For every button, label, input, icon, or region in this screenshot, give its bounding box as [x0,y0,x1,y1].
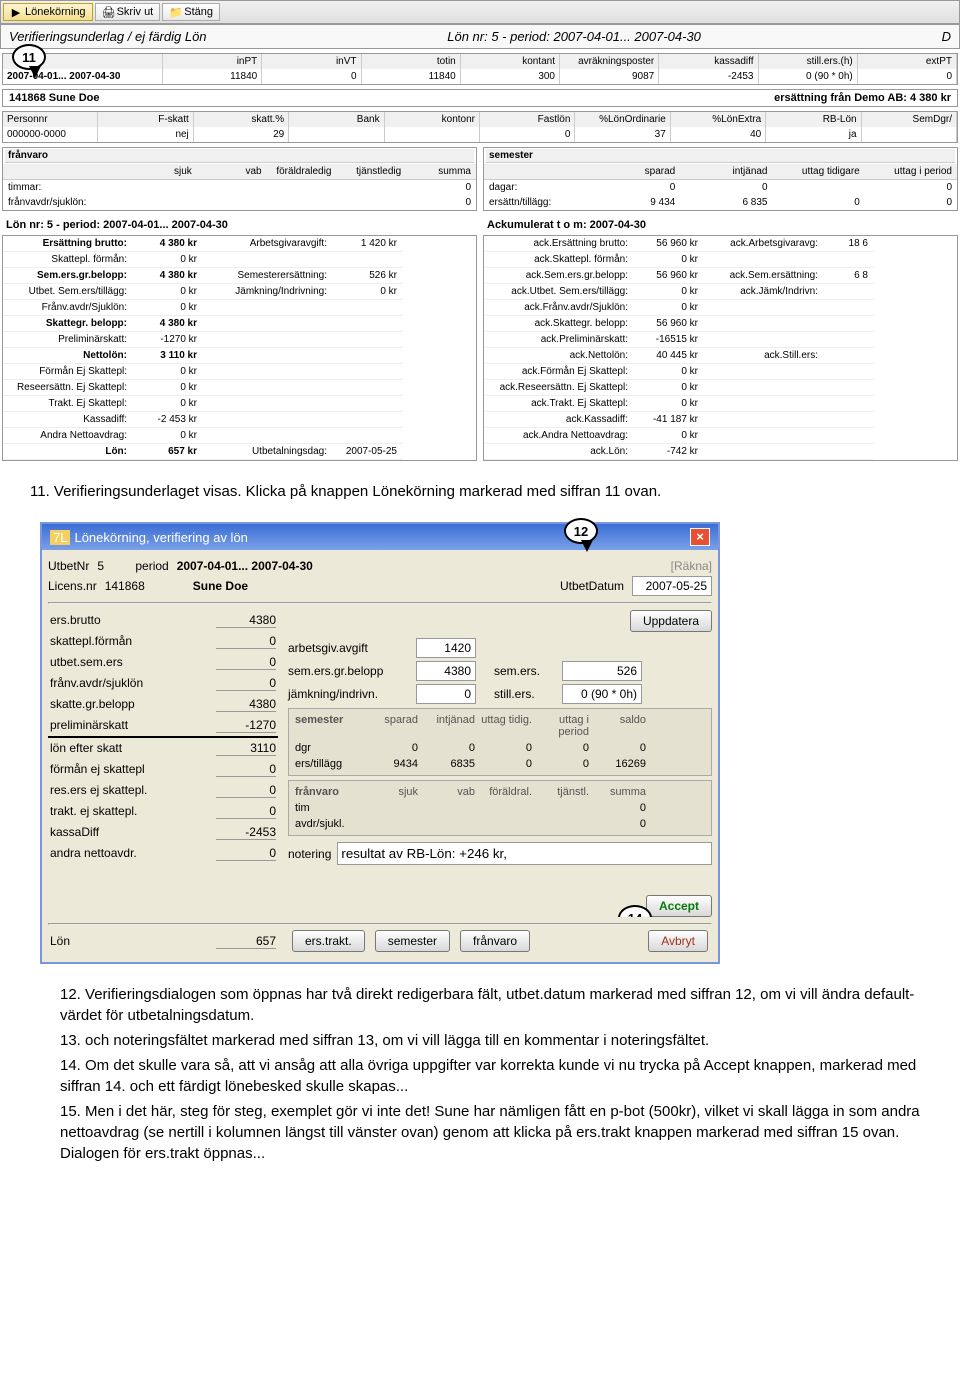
lon-row: Utbet. Sem.ers/tillägg:0 krJämkning/Indr… [3,284,476,300]
ack-row: ack.Sem.ers.gr.belopp:56 960 krack.Sem.e… [484,268,957,284]
avbryt-button[interactable]: Avbryt [648,930,708,952]
ack-row: ack.Preliminärskatt:-16515 kr [484,332,957,348]
ack-table: ack.Ersättning brutto:56 960 krack.Arbet… [483,235,958,461]
header-right: D [942,29,951,44]
ack-row: ack.Andra Nettoavdrag:0 kr [484,428,957,444]
ack-row: ack.Kassadiff:-41 187 kr [484,412,957,428]
dialog-right-column: Uppdatera arbetsgiv.avgift1420 sem.ers.gr… [288,610,712,917]
franvaro-button[interactable]: frånvaro [460,930,530,952]
ack-row: ack.Förmån Ej Skattepl:0 kr [484,364,957,380]
utbetdatum-input[interactable]: 2007-05-25 [632,576,712,596]
dialog-left-row: trakt. ej skattepl.0 [48,801,278,822]
instruction-11: 11. Verifieringsunderlaget visas. Klicka… [30,481,930,502]
lon-title: Lön nr: 5 - period: 2007-04-01... 2007-0… [2,215,477,235]
run-icon: ▶ [10,6,22,18]
semester-box: semester sparadintjänaduttag tidig.uttag… [288,708,712,776]
licens-label: Licens.nr [48,579,97,593]
period-value: 2007-04-01... 2007-04-30 [177,559,313,573]
dialog-left-row: ers.brutto4380 [48,610,278,631]
utbetnr-label: UtbetNr [48,559,89,573]
dialog-left-row: förmån ej skattepl0 [48,759,278,780]
employee-header: 141868 Sune Doe ersättning från Demo AB:… [2,89,958,107]
skrivut-button[interactable]: 🖨Skriv ut [95,3,161,21]
dialog-right-row: jämkning/indrivn.0still.ers.0 (90 * 0h) [288,684,712,704]
period-label: period [135,559,168,573]
lonekorning-button[interactable]: ▶Lönekörning [3,3,93,21]
dialog-left-row: res.ers ej skattepl.0 [48,780,278,801]
ack-row: ack.Skattepl. förmån:0 kr [484,252,957,268]
dialog-titlebar: 7LLönekörning, verifiering av lön × [42,524,718,550]
uppdatera-button[interactable]: Uppdatera [630,610,712,632]
verification-dialog: 7LLönekörning, verifiering av lön × 12 U… [40,522,720,964]
employee-grid: PersonnrF-skattskatt.%BankkontonrFastlön… [2,111,958,143]
lon-info: Lön nr: 5 - period: 2007-04-01... 2007-0… [447,29,701,44]
ack-row: ack.Frånv.avdr/Sjuklön:0 kr [484,300,957,316]
employee-name: Sune Doe [193,579,248,593]
callout-12: 12 [564,518,598,544]
ack-row: ack.Skattegr. belopp:56 960 kr [484,316,957,332]
stang-button[interactable]: 📁Stäng [162,3,220,21]
instruction-item: 14. Om det skulle vara så, att vi ansåg … [60,1055,930,1097]
page-title: Verifieringsunderlag / ej färdig Lön [9,29,207,44]
lon-value: 657 [216,934,276,949]
dialog-left-row: skatte.gr.belopp4380 [48,694,278,715]
ack-row: ack.Utbet. Sem.ers/tillägg:0 krack.Jämk/… [484,284,957,300]
rakna-label: [Räkna] [671,559,712,573]
ack-row: ack.Nettolön:40 445 krack.Still.ers: [484,348,957,364]
instruction-item: 15. Men i det här, steg för steg, exempl… [60,1101,930,1164]
lon-row: Ersättning brutto:4 380 krArbetsgivaravg… [3,236,476,252]
lon-table: Ersättning brutto:4 380 krArbetsgivaravg… [2,235,477,461]
close-icon[interactable]: × [690,528,710,546]
lon-row: Reseersättn. Ej Skattepl:0 kr [3,380,476,396]
accept-button[interactable]: Accept [646,895,712,917]
dialog-left-column: ers.brutto4380skattepl.förmån0utbet.sem.… [48,610,278,864]
top-summary-grid: inPTinVTtotinkontantavräkningsposterkass… [2,53,958,85]
ack-row: ack.Reseersättn. Ej Skattepl:0 kr [484,380,957,396]
franvaro-table: frånvaro sjukvabföräldraledigtjänstledig… [2,147,477,211]
print-icon: 🖨 [102,6,114,18]
toolbar: ▶Lönekörning 🖨Skriv ut 📁Stäng [0,0,960,24]
erstrakt-button[interactable]: ers.trakt. [292,930,365,952]
callout-11: 11 [12,44,46,70]
dialog-left-row: preliminärskatt-1270 [48,715,278,736]
notering-input[interactable] [337,842,712,865]
semester-table: semester sparadintjänaduttag tidigareutt… [483,147,958,211]
lon-row: Lön:657 krUtbetalningsdag:2007-05-25 [3,444,476,460]
folder-icon: 📁 [169,6,181,18]
licens-value: 141868 [105,579,145,593]
instruction-item: 13. och noteringsfältet markerad med sif… [60,1030,930,1051]
lon-row: Sem.ers.gr.belopp:4 380 krSemesterersätt… [3,268,476,284]
dialog-right-row: sem.ers.gr.belopp4380sem.ers.526 [288,661,712,681]
lon-row: Skattegr. belopp:4 380 kr [3,316,476,332]
notering-label: notering [288,847,331,861]
dialog-left-row: andra nettoavdr.0 [48,843,278,864]
ack-row: ack.Ersättning brutto:56 960 krack.Arbet… [484,236,957,252]
dialog-left-row: skattepl.förmån0 [48,631,278,652]
franvaro-box: frånvaro sjukvabföräldral.tjänstl.summa … [288,780,712,836]
lon-label: Lön [50,934,70,949]
lon-row: Trakt. Ej Skattepl:0 kr [3,396,476,412]
dialog-left-row: utbet.sem.ers0 [48,652,278,673]
dialog-icon: 7L [50,530,70,545]
lon-row: Nettolön:3 110 kr [3,348,476,364]
dialog-left-row: kassaDiff-2453 [48,822,278,843]
utbetdatum-label: UtbetDatum [560,579,624,593]
dialog-right-row: arbetsgiv.avgift1420 [288,638,712,658]
semester-button[interactable]: semester [375,930,450,952]
ack-row: ack.Lön:-742 kr [484,444,957,460]
lon-row: Förmån Ej Skattepl:0 kr [3,364,476,380]
lon-row: Andra Nettoavdrag:0 kr [3,428,476,444]
lon-row: Preliminärskatt:-1270 kr [3,332,476,348]
instruction-list: 12. Verifieringsdialogen som öppnas har … [30,984,930,1164]
lon-row: Kassadiff:-2 453 kr [3,412,476,428]
dialog-left-row: lön efter skatt3110 [48,736,278,759]
dialog-left-row: frånv.avdr/sjuklön0 [48,673,278,694]
lon-row: Frånv.avdr/Sjuklön:0 kr [3,300,476,316]
utbetnr-value: 5 [97,559,127,573]
ack-row: ack.Trakt. Ej Skattepl:0 kr [484,396,957,412]
page-header: Verifieringsunderlag / ej färdig Lön Lön… [0,24,960,49]
ack-title: Ackumulerat t o m: 2007-04-30 [483,215,958,235]
lon-row: Skattepl. förmån:0 kr [3,252,476,268]
instruction-item: 12. Verifieringsdialogen som öppnas har … [60,984,930,1026]
